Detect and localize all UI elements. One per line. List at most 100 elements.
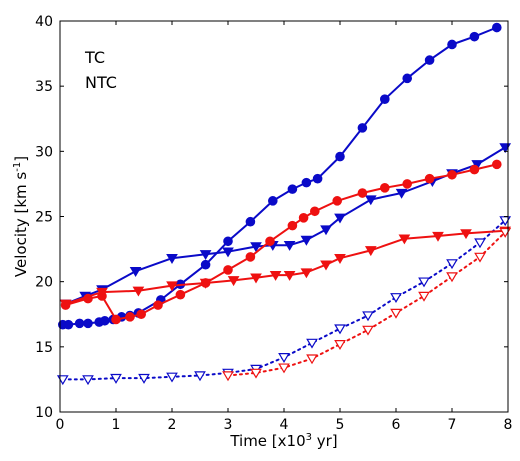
data-point-triangle: [320, 225, 332, 236]
data-point-triangle: [283, 240, 296, 251]
data-point-triangle: [446, 272, 458, 283]
data-point-circle: [63, 319, 74, 330]
data-point-triangle: [283, 270, 296, 281]
data-point-triangle: [166, 254, 178, 264]
legend-entry-ntc: NTC: [85, 73, 117, 92]
series-0: [57, 22, 502, 330]
data-point-triangle: [59, 299, 72, 310]
x-tick-label: 8: [504, 417, 513, 433]
x-tick-label: 4: [280, 417, 289, 433]
data-point-circle: [447, 39, 457, 50]
data-point-triangle: [194, 371, 206, 382]
data-point-triangle: [390, 293, 402, 304]
data-point-triangle: [166, 372, 178, 383]
data-point-triangle: [222, 247, 234, 258]
data-point-triangle: [129, 267, 142, 277]
data-point-triangle: [96, 287, 108, 298]
data-point-triangle: [56, 375, 69, 386]
data-point-triangle: [334, 324, 346, 335]
data-point-circle: [335, 151, 345, 162]
data-point-triangle: [82, 375, 94, 386]
data-point-circle: [312, 173, 323, 184]
series-5: [222, 227, 512, 382]
x-axis-label-main: Time [x10: [229, 432, 305, 450]
data-point-triangle: [278, 353, 290, 364]
data-point-circle: [136, 309, 146, 320]
data-point-circle: [100, 315, 110, 326]
data-point-triangle: [166, 281, 178, 292]
x-tick-label: 0: [56, 417, 65, 433]
data-point-circle: [469, 31, 480, 42]
y-tick-label: 10: [35, 405, 53, 421]
data-point-triangle: [138, 373, 150, 384]
data-point-triangle: [278, 363, 290, 374]
data-point-triangle: [306, 338, 318, 349]
data-point-circle: [379, 183, 390, 193]
data-point-circle: [245, 252, 256, 262]
data-point-triangle: [199, 250, 212, 261]
x-tick-label: 1: [112, 417, 121, 433]
y-axis-label-unit: ]: [12, 156, 30, 162]
y-tick-label: 30: [35, 144, 53, 160]
data-point-circle: [332, 196, 342, 206]
data-point-circle: [402, 179, 412, 189]
data-point-circle: [125, 312, 135, 322]
data-point-circle: [309, 206, 320, 217]
data-point-triangle: [364, 195, 377, 206]
data-point-triangle: [432, 231, 444, 242]
data-point-triangle: [227, 276, 240, 287]
y-tick-label: 25: [35, 210, 53, 226]
y-axis-label-exponent: -1: [12, 162, 23, 172]
data-point-circle: [287, 220, 298, 231]
data-point-triangle: [446, 259, 458, 270]
x-axis-label-unit: yr]: [312, 432, 338, 450]
data-point-triangle: [418, 291, 430, 302]
data-point-triangle: [306, 354, 318, 365]
data-point-circle: [267, 196, 278, 206]
data-point-circle: [83, 318, 93, 329]
x-tick-label: 6: [392, 417, 401, 433]
data-point-triangle: [300, 268, 313, 279]
data-point-triangle: [110, 373, 122, 384]
data-point-triangle: [334, 213, 346, 224]
x-axis-label-exponent: 3: [306, 432, 312, 443]
series-layer: [56, 22, 512, 386]
data-point-triangle: [474, 252, 486, 263]
series-2: [56, 216, 512, 386]
data-point-triangle: [320, 260, 332, 271]
x-axis-label: Time [x103 yr]: [229, 432, 337, 450]
data-point-triangle: [398, 234, 411, 245]
data-point-circle: [265, 236, 275, 247]
data-point-circle: [287, 184, 298, 194]
data-point-circle: [402, 73, 412, 84]
data-point-triangle: [222, 371, 234, 382]
data-point-circle: [357, 188, 368, 198]
data-point-circle: [245, 216, 256, 227]
data-point-triangle: [418, 277, 430, 288]
data-point-circle: [424, 173, 435, 184]
data-point-circle: [200, 259, 211, 270]
data-point-circle: [175, 289, 186, 300]
data-point-circle: [491, 22, 502, 33]
series-3: [60, 159, 502, 325]
data-point-circle: [223, 265, 233, 275]
y-axis-label: Velocity [km s-1]: [12, 156, 30, 277]
data-point-triangle: [499, 143, 512, 154]
data-point-triangle: [250, 273, 262, 284]
legend: TC NTC: [84, 48, 117, 92]
series-4: [59, 226, 512, 310]
x-tick-label: 7: [448, 417, 457, 433]
data-point-circle: [111, 314, 121, 325]
data-point-triangle: [364, 246, 377, 257]
axis-layer: 0 1 2 3 4 5 6 7 8 10 15 20 25 30 35 40: [35, 14, 512, 433]
data-point-triangle: [300, 235, 313, 246]
y-tick-label: 35: [35, 79, 53, 95]
data-point-triangle: [474, 238, 486, 249]
data-point-triangle: [362, 325, 374, 336]
y-tick-label: 20: [35, 275, 53, 291]
data-point-triangle: [250, 242, 262, 253]
data-point-triangle: [269, 270, 282, 281]
data-point-circle: [469, 164, 480, 175]
data-point-triangle: [362, 311, 374, 322]
